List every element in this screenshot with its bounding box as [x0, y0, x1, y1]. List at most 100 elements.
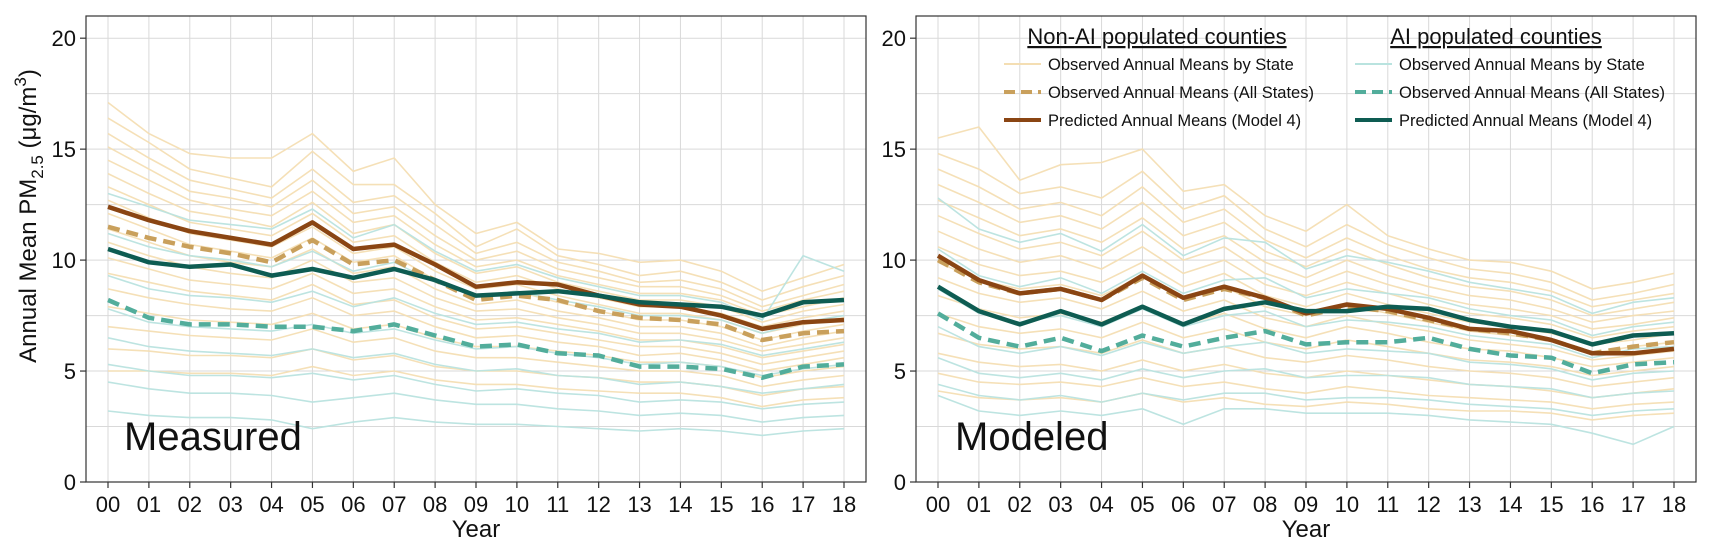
state-line-non-ai — [937, 126, 1675, 290]
legend-label-non-ai-mean: Observed Annual Means (All States) — [1048, 84, 1314, 102]
state-line-non-ai — [937, 183, 1675, 317]
x-tick-label: 12 — [1416, 492, 1440, 517]
y-tick-label: 15 — [52, 137, 76, 162]
series-group — [936, 253, 1675, 376]
x-tick-label: 07 — [382, 492, 406, 517]
y-tick-label: 5 — [64, 359, 76, 384]
x-tick-label: 11 — [1376, 492, 1399, 517]
x-tick-label: 05 — [1130, 492, 1154, 517]
x-tick-label: 00 — [96, 492, 120, 517]
state-line-ai — [107, 308, 845, 377]
x-tick-label: 06 — [1171, 492, 1195, 517]
series-line-4 — [107, 246, 845, 318]
state-line-ai — [937, 248, 1675, 337]
y-tick-label: 0 — [64, 470, 76, 495]
x-tick-label: 18 — [832, 492, 856, 517]
state-line-non-ai — [937, 168, 1675, 308]
state-line-ai — [107, 274, 845, 357]
series-group — [107, 204, 845, 380]
y-ticks: 0 5 10 15 20 — [52, 26, 86, 495]
legend-title-ai: AI populated counties — [1390, 24, 1602, 49]
x-tick-label: 09 — [464, 492, 488, 517]
x-tick-label: 03 — [1048, 492, 1072, 517]
x-tick-label: 08 — [1253, 492, 1277, 517]
state-line-ai — [937, 325, 1675, 381]
state-line-non-ai — [937, 152, 1675, 301]
x-tick-label: 00 — [926, 492, 950, 517]
x-tick-label: 17 — [1621, 492, 1645, 517]
x-tick-label: 08 — [423, 492, 447, 517]
y-axis-title: Annual Mean PM2.5 (μg/m3) — [11, 69, 47, 363]
legend-label-non-ai-pred: Predicted Annual Means (Model 4) — [1048, 112, 1301, 130]
state-line-non-ai — [107, 117, 845, 301]
legend-label-ai-mean: Observed Annual Means (All States) — [1399, 84, 1665, 102]
x-tick-label: 15 — [709, 492, 733, 517]
y-tick-label: 5 — [894, 359, 906, 384]
x-tick-label: 01 — [137, 492, 161, 517]
state-line-non-ai — [937, 372, 1675, 410]
state-line-non-ai — [937, 390, 1675, 421]
x-tick-label: 10 — [505, 492, 529, 517]
x-tick-label: 15 — [1539, 492, 1563, 517]
state-line-non-ai — [937, 214, 1675, 330]
x-tick-label: 05 — [300, 492, 324, 517]
state-line-ai — [107, 337, 845, 395]
x-tick-label: 14 — [1498, 492, 1522, 517]
x-tick-label: 04 — [259, 492, 283, 517]
legend: Non-AI populated counties AI populated c… — [1004, 24, 1665, 130]
legend-title-non-ai: Non-AI populated counties — [1027, 24, 1286, 49]
x-tick-label: 06 — [341, 492, 365, 517]
x-tick-label: 16 — [750, 492, 774, 517]
state-line-ai — [937, 197, 1675, 315]
state-line-non-ai — [108, 365, 845, 408]
legend-label-ai-pred: Predicted Annual Means (Model 4) — [1399, 112, 1652, 130]
state-line-ai — [107, 363, 845, 410]
state-line-non-ai — [107, 257, 845, 359]
series-line-2 — [936, 253, 1675, 356]
x-tick-label: 13 — [1457, 492, 1481, 517]
state-line-non-ai — [107, 288, 845, 372]
state-line-ai — [107, 410, 845, 437]
state-line-ai — [107, 381, 845, 423]
state-line-non-ai — [107, 132, 845, 308]
x-tick-label: 12 — [586, 492, 610, 517]
x-ticks: 00 01 02 03 04 05 06 07 08 09 10 11 12 13 14 15 16 17 18 — [96, 482, 856, 517]
y-tick-label: 20 — [52, 26, 76, 51]
state-line-non-ai — [107, 159, 845, 317]
legend-label-ai-state: Observed Annual Means by State — [1399, 56, 1645, 74]
state-line-non-ai — [937, 312, 1675, 377]
state-line-non-ai — [107, 325, 845, 388]
state-line-ai — [937, 394, 1675, 446]
state-line-non-ai — [937, 230, 1675, 339]
x-tick-label: 07 — [1212, 492, 1236, 517]
x-tick-label: 02 — [178, 492, 202, 517]
panel-label: Measured — [124, 415, 302, 459]
x-tick-label: 16 — [1580, 492, 1604, 517]
state-line-ai — [937, 383, 1675, 417]
x-axis-title: Year — [452, 516, 501, 543]
x-tick-label: 11 — [546, 492, 569, 517]
y-tick-label: 15 — [882, 137, 906, 162]
x-tick-label: 03 — [218, 492, 242, 517]
y-tick-label: 0 — [894, 470, 906, 495]
x-ticks: 00 01 02 03 04 05 06 07 08 09 10 11 12 13 14 15 16 17 18 — [926, 482, 1686, 517]
y-tick-label: 10 — [882, 248, 906, 273]
x-tick-label: 18 — [1662, 492, 1686, 517]
state-line-non-ai — [107, 101, 845, 293]
x-tick-label: 02 — [1008, 492, 1032, 517]
state-line-ai — [937, 356, 1675, 399]
state-line-ai — [107, 192, 845, 322]
x-tick-label: 17 — [791, 492, 815, 517]
x-tick-label: 09 — [1294, 492, 1318, 517]
series-line-1 — [107, 224, 845, 343]
x-tick-label: 13 — [627, 492, 651, 517]
x-tick-label: 01 — [967, 492, 991, 517]
x-axis-title: Year — [1282, 516, 1331, 543]
y-tick-label: 20 — [882, 26, 906, 51]
series-line-3 — [936, 311, 1675, 376]
panel-label: Modeled — [955, 415, 1108, 459]
state-line-non-ai — [107, 241, 845, 352]
state-line-non-ai — [107, 272, 845, 366]
